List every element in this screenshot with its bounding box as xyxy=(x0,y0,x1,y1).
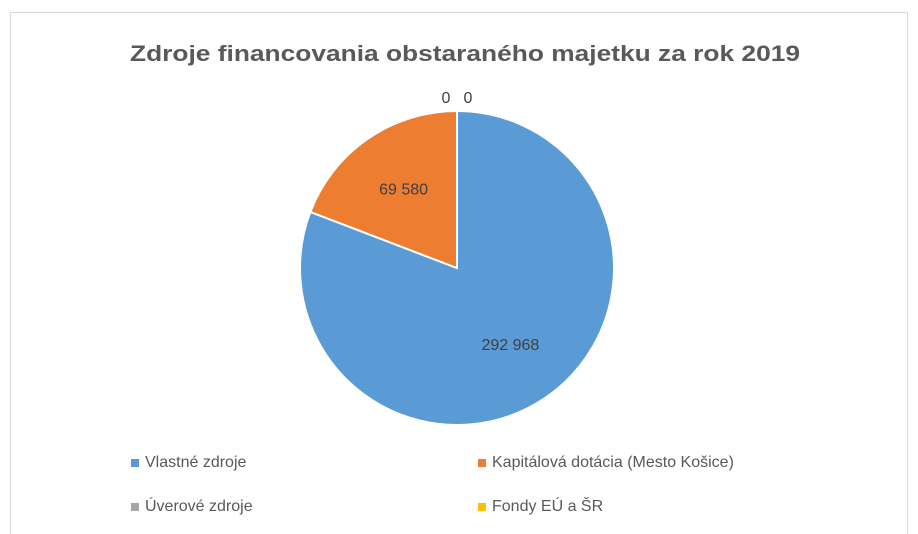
legend-marker xyxy=(478,503,486,511)
legend-marker xyxy=(131,503,139,511)
legend-label: Vlastné zdroje xyxy=(145,454,246,471)
data-label: 0 xyxy=(464,90,473,107)
legend-label: Úverové zdroje xyxy=(145,496,253,515)
pie-slice xyxy=(309,109,458,270)
chart-title: Zdroje financovania obstaraného majetku … xyxy=(130,41,800,66)
data-label: 292 968 xyxy=(481,337,539,354)
data-label: 69 580 xyxy=(379,182,428,199)
legend-label: Fondy EÚ a ŠR xyxy=(492,496,603,515)
legend-marker xyxy=(131,459,139,467)
legend-label: Kapitálová dotácia (Mesto Košice) xyxy=(492,454,734,471)
legend-marker xyxy=(478,459,486,467)
data-label: 0 xyxy=(442,90,451,107)
